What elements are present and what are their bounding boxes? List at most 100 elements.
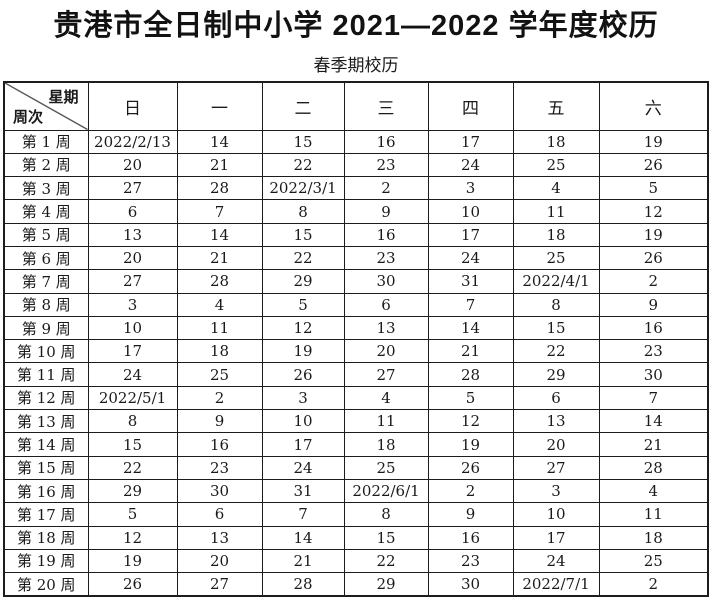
day-cell: 20 (343, 339, 429, 364)
day-cell: 18 (176, 339, 263, 364)
week-label: 第 17 周 (3, 502, 89, 527)
day-cell: 10 (261, 409, 345, 434)
day-cell: 3 (261, 385, 345, 411)
day-cell: 13 (87, 222, 178, 247)
day-cell: 4 (343, 385, 429, 411)
day-cell: 14 (261, 525, 345, 550)
week-label: 第 9 周 (3, 315, 89, 341)
day-cell: 13 (343, 315, 429, 341)
day-cell: 23 (343, 152, 429, 178)
day-cell: 29 (512, 362, 600, 387)
day-cell: 30 (343, 269, 429, 294)
day-cell: 8 (87, 409, 178, 434)
day-cell: 25 (598, 548, 709, 574)
day-cell: 2022/2/13 (87, 129, 178, 154)
day-header-wed: 三 (343, 81, 429, 131)
day-cell: 15 (512, 315, 600, 341)
week-label: 第 11 周 (3, 362, 89, 387)
day-cell: 7 (261, 502, 345, 527)
day-cell: 7 (176, 199, 263, 224)
table-row: 第 18 周 12 13 14 15 16 17 18 (3, 525, 709, 550)
week-label: 第 13 周 (3, 409, 89, 434)
table-row: 第 11 周 24 25 26 27 28 29 30 (3, 362, 709, 387)
table-row: 第 13 周 8 9 10 11 12 13 14 (3, 409, 709, 434)
day-cell: 21 (427, 339, 514, 364)
day-cell: 2022/6/1 (343, 478, 429, 504)
week-label: 第 7 周 (3, 269, 89, 294)
day-cell: 16 (427, 525, 514, 550)
day-cell: 19 (427, 432, 514, 457)
day-cell: 17 (87, 339, 178, 364)
day-cell: 26 (598, 245, 709, 271)
day-cell: 12 (87, 525, 178, 550)
day-cell: 25 (176, 362, 263, 387)
day-cell: 2022/5/1 (87, 385, 178, 411)
day-cell: 5 (87, 502, 178, 527)
day-cell: 4 (512, 176, 600, 201)
day-cell: 2 (598, 572, 709, 597)
day-cell: 12 (598, 199, 709, 224)
day-header-mon: 一 (176, 81, 263, 131)
day-cell: 30 (598, 362, 709, 387)
day-cell: 25 (512, 152, 600, 178)
day-cell: 4 (176, 292, 263, 317)
day-cell: 18 (343, 432, 429, 457)
day-cell: 4 (598, 478, 709, 504)
day-cell: 3 (87, 292, 178, 317)
day-cell: 26 (87, 572, 178, 597)
day-cell: 17 (512, 525, 600, 550)
day-cell: 6 (87, 199, 178, 224)
day-cell: 20 (87, 152, 178, 178)
day-cell: 23 (343, 245, 429, 271)
day-header-thu: 四 (427, 81, 514, 131)
table-row: 第 19 周 19 20 21 22 23 24 25 (3, 548, 709, 574)
table-row: 第 20 周 26 27 28 29 30 2022/7/1 2 (3, 572, 709, 597)
week-label: 第 3 周 (3, 176, 89, 201)
day-cell: 22 (512, 339, 600, 364)
day-cell: 5 (598, 176, 709, 201)
day-cell: 22 (87, 455, 178, 480)
day-cell: 7 (427, 292, 514, 317)
day-cell: 14 (176, 129, 263, 154)
day-cell: 5 (261, 292, 345, 317)
header-row: 星期 周次 日 一 二 三 四 五 六 (3, 81, 709, 131)
day-cell: 19 (598, 222, 709, 247)
day-cell: 26 (261, 362, 345, 387)
day-cell: 2 (598, 269, 709, 294)
day-cell: 21 (176, 152, 263, 178)
day-cell: 3 (512, 478, 600, 504)
week-label: 第 14 周 (3, 432, 89, 457)
day-cell: 17 (427, 222, 514, 247)
day-cell: 18 (512, 222, 600, 247)
day-cell: 9 (176, 409, 263, 434)
week-label: 第 20 周 (3, 572, 89, 597)
day-cell: 8 (261, 199, 345, 224)
day-cell: 11 (343, 409, 429, 434)
day-cell: 5 (427, 385, 514, 411)
table-row: 第 15 周 22 23 24 25 26 27 28 (3, 455, 709, 480)
day-cell: 28 (176, 176, 263, 201)
table-caption: 春季期校历 (313, 56, 399, 76)
calendar-table: 星期 周次 日 一 二 三 四 五 六 第 1 周 2022/2/13 14 15 16… (3, 81, 709, 597)
day-cell: 2 (176, 385, 263, 411)
table-row: 第 17 周 5 6 7 8 9 10 11 (3, 502, 709, 527)
week-label: 第 19 周 (3, 548, 89, 574)
day-cell: 9 (598, 292, 709, 317)
week-label: 第 12 周 (3, 385, 89, 411)
day-cell: 16 (343, 222, 429, 247)
day-cell: 20 (512, 432, 600, 457)
week-label: 第 15 周 (3, 455, 89, 480)
week-label: 第 10 周 (3, 339, 89, 364)
day-cell: 20 (176, 548, 263, 574)
day-cell: 28 (598, 455, 709, 480)
day-cell: 14 (598, 409, 709, 434)
corner-label-weekday: 星期 (48, 89, 79, 106)
day-cell: 6 (176, 502, 263, 527)
day-cell: 25 (343, 455, 429, 480)
day-cell: 13 (512, 409, 600, 434)
day-cell: 31 (261, 478, 345, 504)
day-cell: 27 (87, 269, 178, 294)
day-cell: 2022/3/1 (261, 176, 345, 201)
day-cell: 29 (343, 572, 429, 597)
day-cell: 23 (598, 339, 709, 364)
